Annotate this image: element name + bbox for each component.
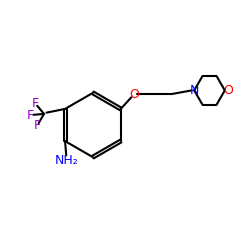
Text: N: N <box>190 84 199 97</box>
Text: O: O <box>223 84 233 97</box>
Text: F: F <box>32 97 39 110</box>
Text: F: F <box>34 119 41 132</box>
Text: F: F <box>27 108 34 122</box>
Text: O: O <box>129 88 139 101</box>
Text: NH₂: NH₂ <box>54 154 78 167</box>
